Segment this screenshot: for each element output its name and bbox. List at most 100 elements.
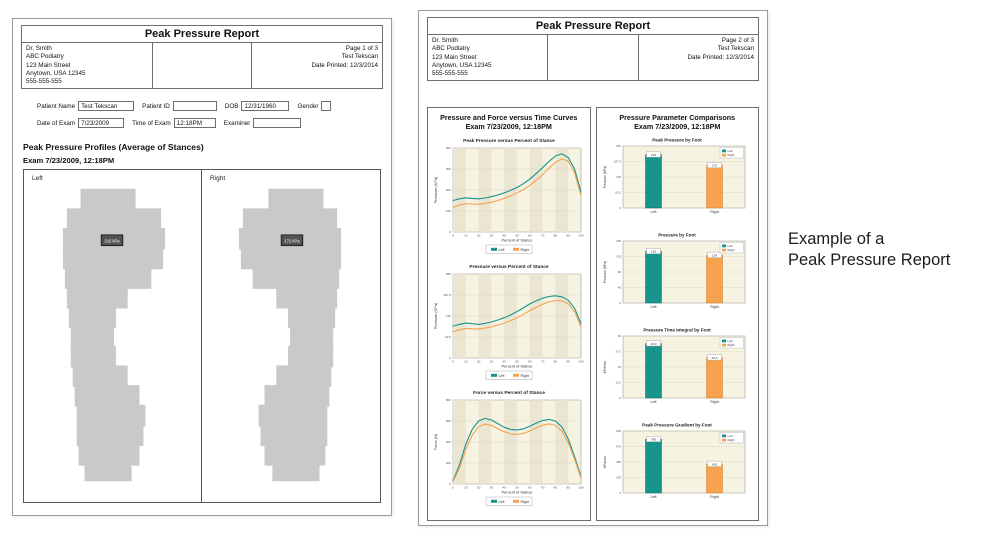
svg-text:25: 25: [618, 366, 622, 370]
svg-text:KPa/sec: KPa/sec: [603, 456, 607, 469]
report-page-2: Peak Pressure Report Dr. Smith ABC Podia…: [418, 10, 768, 526]
svg-text:70: 70: [541, 486, 545, 490]
patient-line: Test Tekscan: [717, 45, 754, 53]
chart-svg: Peak Pressure by Foot 0 62.5 125 187.5 250 Pre…: [603, 138, 746, 214]
time-of-exam-field: 12:18PM: [173, 118, 216, 129]
svg-text:300: 300: [446, 168, 451, 172]
svg-text:187.5: 187.5: [443, 294, 451, 298]
practice-line: Anytown, USA 12345: [26, 69, 86, 77]
series-left: [452, 418, 582, 482]
svg-text:45: 45: [618, 286, 622, 290]
svg-text:10: 10: [464, 486, 468, 490]
practice-line: 123 Main Street: [26, 61, 71, 69]
caption-line-1: Example of a: [788, 230, 885, 248]
pressure-profiles-box: Left 215 kPa Right 172 kPa: [23, 169, 381, 504]
gender-label: Gender: [297, 102, 319, 110]
chart-svg: Peak Pressure versus Percent of Stance 0 1…: [433, 138, 584, 255]
report-page-1: Peak Pressure Report Dr. Smith ABC Podia…: [12, 18, 392, 516]
bar-left: [645, 154, 662, 209]
series-right: [452, 300, 582, 333]
svg-text:50: 50: [515, 486, 519, 490]
svg-text:Pressure by Foot: Pressure by Foot: [658, 233, 696, 238]
svg-text:60: 60: [528, 360, 532, 364]
svg-text:10: 10: [464, 360, 468, 364]
comparisons-column: Pressure Parameter Comparisons Exam 7/23…: [595, 107, 759, 522]
left-peak-value: 215 kPa: [104, 239, 120, 244]
svg-text:780: 780: [651, 438, 656, 442]
chart-svg: Pressure Time Integral by Foot 0 12.5 25 37.…: [603, 328, 746, 404]
page-number: Page 2 of 3: [721, 37, 754, 44]
svg-text:20: 20: [477, 486, 481, 490]
practice-line: 555-555-555: [432, 70, 468, 78]
svg-text:Peak Pressure by Foot: Peak Pressure by Foot: [652, 138, 702, 143]
practice-line: ABC Podiatry: [432, 45, 470, 53]
svg-text:Right: Right: [711, 495, 719, 499]
svg-text:450: 450: [616, 461, 621, 465]
svg-text:Peak Pressure versus Percent o: Peak Pressure versus Percent of Stance: [463, 138, 555, 144]
chart-svg: Peak Pressure Gradient by Foot 0 225 450 675…: [603, 423, 746, 499]
svg-text:Left: Left: [728, 434, 733, 438]
bar-left: [645, 251, 662, 304]
practice-line: 123 Main Street: [432, 53, 477, 61]
right-foot-peak-marker: 172 kPa: [280, 234, 304, 247]
practice-line: 555-555-555: [26, 78, 62, 86]
svg-text:60: 60: [528, 234, 532, 238]
svg-text:20: 20: [477, 360, 481, 364]
svg-text:Right: Right: [520, 500, 528, 504]
chart-pressure-by-foot: Pressure by Foot 0 45 90 135 180 Pressure (KPa…: [599, 229, 757, 324]
series-left: [452, 295, 582, 328]
patient-id-field: [172, 101, 217, 112]
svg-text:Right: Right: [711, 400, 719, 404]
svg-text:40: 40: [502, 360, 506, 364]
svg-text:80: 80: [553, 486, 557, 490]
svg-text:0: 0: [449, 483, 451, 487]
svg-text:12.5: 12.5: [616, 381, 622, 385]
svg-text:400: 400: [446, 147, 451, 151]
chart-pressure-time-integral-by-foot: Pressure Time Integral by Foot 0 12.5 25 37.…: [599, 324, 757, 419]
svg-text:180: 180: [616, 240, 621, 244]
svg-text:80: 80: [553, 234, 557, 238]
series-left: [452, 153, 582, 202]
chart-peak-pressure-vs-stance: Peak Pressure versus Percent of Stance 0 1…: [430, 134, 588, 260]
bar-right: [706, 255, 723, 304]
svg-text:10: 10: [464, 234, 468, 238]
gender-field: [321, 101, 332, 112]
svg-text:100: 100: [578, 486, 583, 490]
chart-svg: Force versus Percent of Stance 0 200 400 600…: [433, 390, 584, 507]
right-peak-value: 172 kPa: [284, 239, 300, 244]
svg-text:187.5: 187.5: [614, 160, 622, 164]
svg-text:Right: Right: [728, 439, 735, 443]
svg-text:40: 40: [502, 486, 506, 490]
svg-text:0: 0: [620, 207, 622, 211]
page-info: Page 2 of 3 Test Tekscan Date Printed: 1…: [639, 35, 758, 80]
svg-text:Left: Left: [728, 149, 733, 153]
svg-text:Force versus Percent of Stance: Force versus Percent of Stance: [473, 390, 545, 396]
svg-text:62.5: 62.5: [445, 336, 451, 340]
svg-text:0: 0: [620, 397, 622, 401]
svg-text:30: 30: [489, 360, 493, 364]
svg-text:150: 150: [651, 250, 656, 254]
image-caption: Example of a Peak Pressure Report: [788, 229, 950, 272]
svg-text:900: 900: [616, 430, 621, 434]
svg-text:20: 20: [477, 234, 481, 238]
svg-text:50: 50: [515, 234, 519, 238]
svg-text:90: 90: [566, 486, 570, 490]
time-of-exam-label: Time of Exam: [132, 119, 171, 127]
patient-fields-row2: Date of Exam 7/23/2009 Time of Exam 12:1…: [37, 118, 391, 129]
svg-text:139: 139: [712, 254, 717, 258]
bar-left: [645, 439, 662, 494]
svg-text:Pressure (KPa): Pressure (KPa): [603, 261, 607, 284]
practice-line: ABC Podiatry: [26, 53, 64, 61]
left-foot-panel: Left 215 kPa: [24, 170, 202, 503]
curves-column-subtitle: Exam 7/23/2009, 12:18PM: [465, 122, 552, 132]
svg-text:100: 100: [578, 360, 583, 364]
svg-text:Pressure (KPa): Pressure (KPa): [433, 176, 438, 203]
svg-text:Left: Left: [498, 374, 504, 378]
svg-text:675: 675: [616, 445, 621, 449]
left-foot-peak-marker: 215 kPa: [100, 234, 123, 247]
svg-text:225: 225: [616, 476, 621, 480]
svg-text:62.5: 62.5: [616, 191, 622, 195]
left-foot-label: Left: [32, 175, 43, 183]
date-printed: Date Printed: 12/3/2014: [311, 61, 378, 69]
chart-svg: Pressure by Foot 0 45 90 135 180 Pressure (KPa…: [603, 233, 746, 309]
